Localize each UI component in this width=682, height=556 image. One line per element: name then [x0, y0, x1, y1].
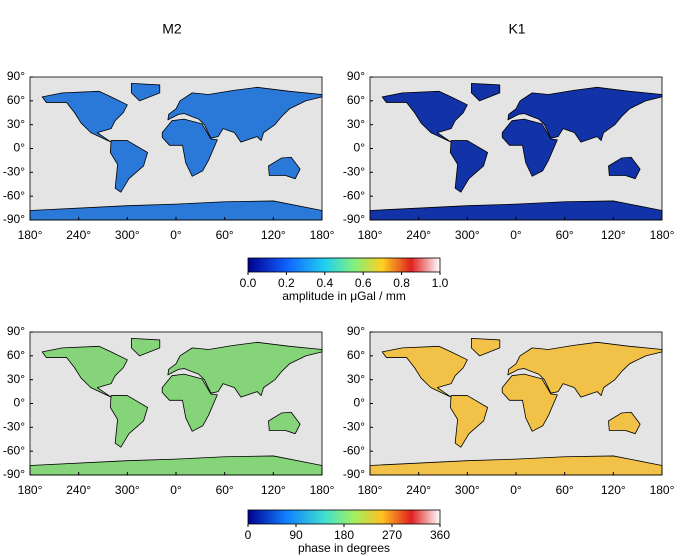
lon-label: 0°	[170, 228, 182, 242]
colorbar-tick-label: 0.6	[355, 276, 372, 290]
lon-label: 300°	[115, 483, 140, 497]
lat-label: -60°	[343, 443, 365, 457]
colorbar-tick-label: 180	[334, 528, 354, 542]
lat-label: 90°	[347, 69, 365, 83]
colorbar	[247, 509, 441, 525]
lon-label: 0°	[510, 228, 522, 242]
lat-label: -90°	[343, 212, 365, 226]
lon-label: 0°	[510, 483, 522, 497]
lat-label: -90°	[343, 467, 365, 481]
lon-label: 0°	[170, 483, 182, 497]
lon-label: 180°	[18, 228, 43, 242]
lon-label: 240°	[406, 228, 431, 242]
colorbar-tick-label: 0.4	[316, 276, 333, 290]
lat-label: -30°	[343, 420, 365, 434]
lat-label: 0°	[14, 396, 26, 410]
lon-label: 300°	[455, 228, 480, 242]
lon-label: 120°	[261, 483, 286, 497]
lat-label: -30°	[3, 165, 25, 179]
lon-label: 180°	[18, 483, 43, 497]
lat-label: 60°	[7, 93, 25, 107]
lat-label: 30°	[7, 117, 25, 131]
lon-label: 60°	[216, 483, 234, 497]
lon-label: 60°	[556, 228, 574, 242]
lon-label: 240°	[66, 483, 91, 497]
lon-label: 180°	[650, 228, 675, 242]
colorbar-tick-label: 1.0	[432, 276, 449, 290]
lon-label: 180°	[310, 228, 335, 242]
lon-label: 180°	[650, 483, 675, 497]
lat-label: 60°	[347, 348, 365, 362]
lat-label: 90°	[7, 69, 25, 83]
lon-label: 240°	[66, 228, 91, 242]
lat-label: -60°	[3, 188, 25, 202]
lat-label: 30°	[347, 372, 365, 386]
lon-label: 300°	[115, 228, 140, 242]
lat-label: 90°	[347, 324, 365, 338]
colorbar-label: phase in degrees	[298, 541, 390, 555]
lon-label: 240°	[406, 483, 431, 497]
colorbar-tick-label: 0.8	[393, 276, 410, 290]
lon-label: 300°	[455, 483, 480, 497]
lat-label: 0°	[354, 396, 366, 410]
lon-label: 120°	[261, 228, 286, 242]
lon-label: 120°	[601, 483, 626, 497]
lat-label: -60°	[343, 188, 365, 202]
colorbar-tick-label: 0.2	[278, 276, 295, 290]
lon-label: 180°	[310, 483, 335, 497]
lon-label: 60°	[216, 228, 234, 242]
lat-label: -90°	[3, 467, 25, 481]
lat-label: -30°	[343, 165, 365, 179]
column-title: K1	[508, 21, 525, 37]
lon-label: 180°	[358, 483, 383, 497]
colorbar	[247, 257, 441, 273]
colorbar-tick-label: 90	[289, 528, 303, 542]
lon-label: 120°	[601, 228, 626, 242]
colorbar-tick-label: 270	[382, 528, 402, 542]
lat-label: -30°	[3, 420, 25, 434]
lat-label: 30°	[347, 117, 365, 131]
lat-label: -90°	[3, 212, 25, 226]
column-title: M2	[162, 21, 182, 37]
lat-label: 0°	[354, 141, 366, 155]
colorbar-tick-label: 0	[245, 528, 252, 542]
lat-label: 0°	[14, 141, 26, 155]
lat-label: 60°	[7, 348, 25, 362]
lon-label: 60°	[556, 483, 574, 497]
colorbar-tick-label: 0.0	[240, 276, 257, 290]
lat-label: 30°	[7, 372, 25, 386]
lat-label: 90°	[7, 324, 25, 338]
lat-label: -60°	[3, 443, 25, 457]
colorbar-tick-label: 360	[430, 528, 450, 542]
lon-label: 180°	[358, 228, 383, 242]
colorbar-label: amplitude in μGal / mm	[282, 289, 406, 303]
lat-label: 60°	[347, 93, 365, 107]
